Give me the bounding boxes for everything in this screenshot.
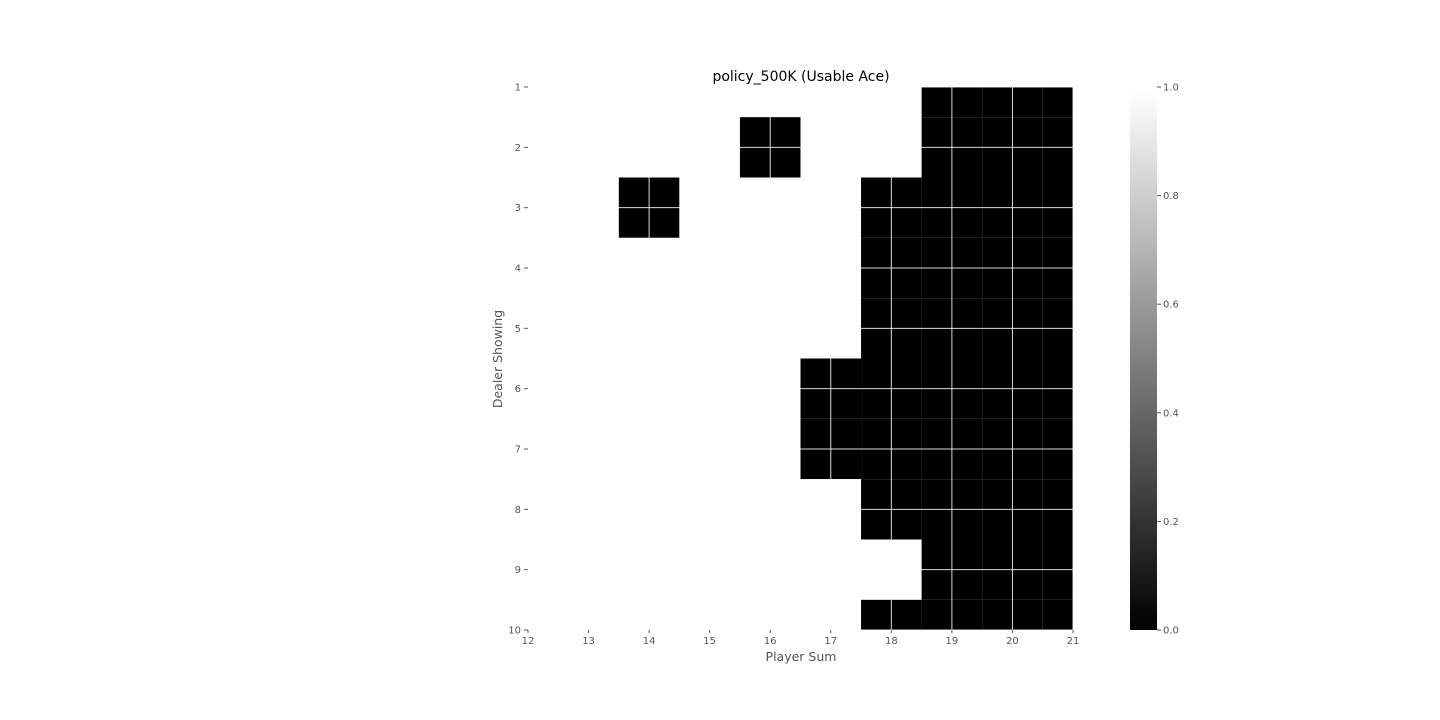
x-tick-label: 20	[1006, 636, 1019, 647]
x-tick-label: 18	[885, 636, 898, 647]
y-tick-label: 5	[515, 324, 521, 335]
colorbar-tick-label: 1.0	[1163, 83, 1179, 94]
x-tick-label: 19	[946, 636, 959, 647]
heatmap-cell-12-1	[528, 87, 559, 118]
colorbar-tick-label: 0.4	[1163, 408, 1179, 419]
colorbar-tick-label: 0.0	[1163, 626, 1179, 637]
colorbar-ticks: 0.0 0.2 0.4 0.6 0.8 1.0	[1157, 83, 1179, 637]
y-tick-label: 10	[508, 626, 521, 637]
heatmap-cell-21-10	[1042, 599, 1073, 630]
y-tick-label: 8	[515, 505, 521, 516]
x-tick-label: 13	[582, 636, 595, 647]
y-tick-label: 4	[515, 264, 521, 275]
x-axis-label: Player Sum	[766, 649, 837, 664]
colorbar	[1130, 92, 1157, 630]
x-tick-label: 12	[522, 636, 535, 647]
heatmap-cell-12-10	[528, 599, 559, 630]
colorbar-tick-label: 0.8	[1163, 191, 1179, 202]
y-tick-label: 3	[515, 203, 521, 214]
heatmap-cells	[528, 87, 1073, 630]
heatmap-cell-21-1	[1042, 87, 1073, 118]
y-axis-ticks: 1 2 3 4 5 6 7 8 9 10	[508, 83, 528, 637]
x-tick-label: 15	[703, 636, 716, 647]
y-tick-label: 1	[515, 83, 521, 94]
y-tick-label: 9	[515, 565, 521, 576]
x-tick-label: 17	[824, 636, 837, 647]
colorbar-tick-label: 0.2	[1163, 517, 1179, 528]
x-axis-ticks: 12 13 14 15 16 17 18 19 20 21	[522, 630, 1080, 647]
x-tick-label: 14	[643, 636, 656, 647]
colorbar-tick-label: 0.6	[1163, 300, 1179, 311]
y-tick-label: 6	[515, 384, 521, 395]
y-axis-label: Dealer Showing	[490, 310, 505, 408]
chart-title: policy_500K (Usable Ace)	[712, 69, 889, 85]
y-tick-label: 2	[515, 143, 521, 154]
grid-lines	[527, 86, 1074, 631]
x-tick-label: 16	[764, 636, 777, 647]
x-tick-label: 21	[1067, 636, 1080, 647]
y-tick-label: 7	[515, 445, 521, 456]
